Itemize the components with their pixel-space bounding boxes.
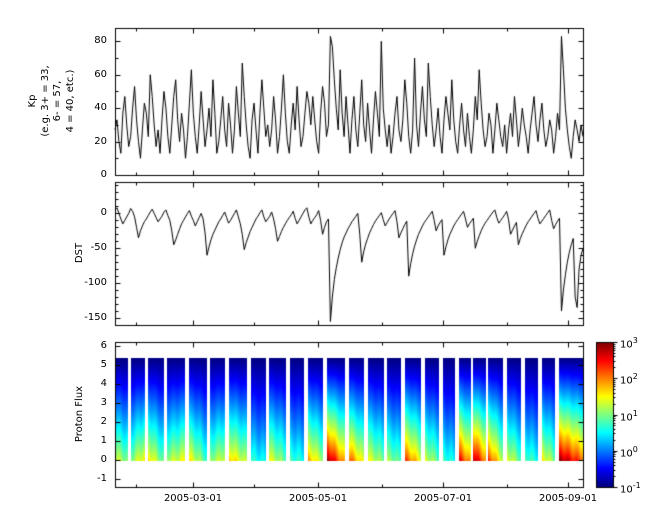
y-tick-label: -50	[90, 242, 107, 253]
y-tick-label: 5	[100, 359, 107, 370]
y-tick-label: -100	[84, 277, 107, 288]
x-tick-label: 2005-03-01	[163, 493, 223, 504]
y-tick-label: 1	[100, 435, 107, 446]
x-tick-label: 2005-05-01	[288, 493, 348, 504]
y-tick-label: 0	[100, 169, 107, 180]
colorbar-tick-label: 10-1	[620, 481, 641, 496]
y-tick-label: 0	[100, 207, 107, 218]
y-tick-label: -1	[97, 473, 107, 484]
y-tick-label: 60	[94, 69, 107, 80]
x-tick-label: 2005-07-01	[413, 493, 473, 504]
y-tick-label: 40	[94, 102, 107, 113]
proton-flux-axis-label: Proton Flux	[73, 385, 85, 443]
colorbar-tick-label: 103	[620, 336, 638, 351]
colorbar-tick-label: 101	[620, 409, 638, 424]
x-tick-label: 2005-09-01	[538, 493, 598, 504]
colorbar-tick-label: 102	[620, 372, 638, 387]
y-tick-label: 6	[100, 340, 107, 351]
y-tick-label: 2	[100, 416, 107, 427]
y-tick-label: 0	[100, 454, 107, 465]
y-tick-label: 4	[100, 378, 107, 389]
y-tick-label: -150	[84, 312, 107, 323]
y-tick-label: 3	[100, 397, 107, 408]
y-tick-label: 80	[94, 35, 107, 46]
y-tick-label: 20	[94, 136, 107, 147]
colorbar-tick-label: 100	[620, 445, 638, 460]
